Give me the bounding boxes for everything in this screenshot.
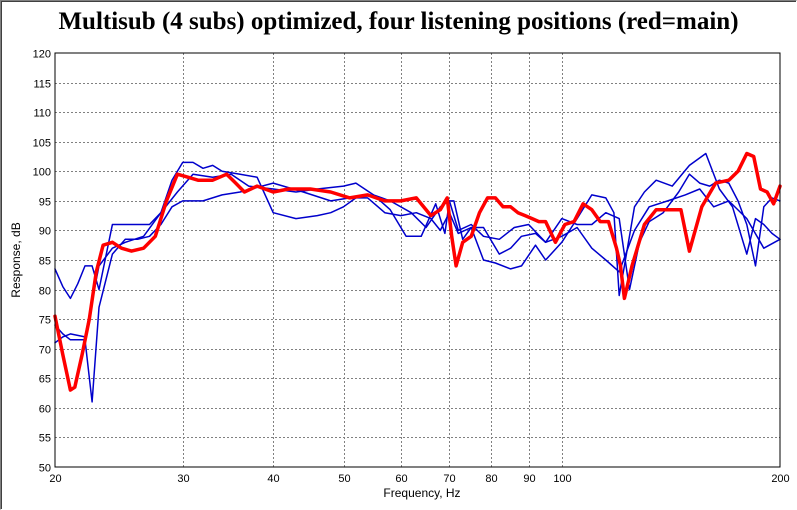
y-tick-label: 100 [33,167,51,179]
y-tick-label: 105 [33,138,51,150]
x-tick-labels: 20 30 40 50 60 70 80 90 100 200 [49,473,789,485]
x-tick-label: 70 [443,473,455,485]
x-tick-label: 90 [523,473,535,485]
grid [55,53,780,467]
y-tick-label: 55 [39,433,51,445]
y-tick-label: 90 [39,226,51,238]
y-tick-label: 80 [39,286,51,298]
y-tick-label: 85 [39,256,51,268]
y-tick-label: 95 [39,197,51,209]
y-tick-labels: 50 55 60 65 70 75 80 85 90 95 100 105 110 115 120 [33,49,51,475]
x-tick-label: 60 [395,473,407,485]
y-tick-label: 110 [33,108,51,120]
series-line-other [54,152,781,300]
y-tick-label: 60 [39,404,51,416]
x-tick-label: 40 [267,473,279,485]
y-axis-label: Response, dB [9,222,23,297]
x-tick-label: 30 [177,473,189,485]
chart-title: Multisub (4 subs) optimized, four listen… [58,8,739,35]
x-tick-label: 20 [49,473,61,485]
series-line-other [54,173,781,403]
x-tick-label: 200 [771,473,789,485]
series-lines [53,151,782,403]
x-tick-label: 50 [338,473,350,485]
y-tick-label: 65 [39,374,51,386]
y-tick-label: 75 [39,315,51,327]
y-tick-label: 50 [39,463,51,475]
y-tick-label: 70 [39,345,51,357]
plot-border [54,52,781,468]
series-line-main [53,151,782,392]
y-tick-label: 115 [33,79,51,91]
y-tick-label: 120 [33,49,51,61]
x-axis-label: Frequency, Hz [383,486,460,500]
x-tick-label: 100 [553,473,571,485]
x-tick-label: 80 [485,473,497,485]
